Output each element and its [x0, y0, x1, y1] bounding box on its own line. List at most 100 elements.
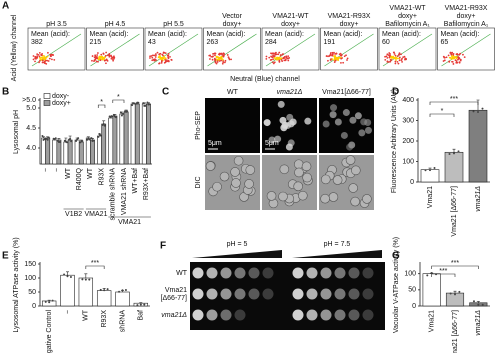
- scatter-dot: [393, 53, 396, 55]
- spot: [348, 288, 360, 300]
- cell: [287, 139, 295, 147]
- condition-label: pH = 5: [227, 241, 248, 248]
- scatter-dot: [227, 56, 230, 59]
- spot: [248, 267, 260, 279]
- cell: [244, 179, 254, 189]
- scatter-dot: [451, 60, 453, 63]
- y-tick-label: 50: [28, 289, 36, 296]
- y-axis-label: Acid (Yellow) channel: [11, 14, 18, 81]
- scatter-dot: [44, 56, 47, 59]
- panel-letter: G: [392, 251, 400, 262]
- cell: [302, 172, 312, 183]
- scatter-dot: [156, 51, 159, 54]
- scatter-dot: [112, 59, 115, 62]
- scatter-dot: [459, 58, 462, 61]
- scatter-dot: [338, 53, 341, 56]
- scatter-dot: [462, 53, 464, 56]
- stat-label: Mean (acid):: [207, 31, 246, 38]
- stat-value: 284: [265, 39, 277, 46]
- stat-label: Mean (acid):: [441, 31, 480, 38]
- scatter-dot: [340, 61, 342, 64]
- scatter-dot: [398, 53, 400, 56]
- scatter-dot: [215, 56, 218, 59]
- significance-bracket: [431, 265, 479, 269]
- scatter-dot: [154, 56, 157, 58]
- cell: [342, 109, 350, 117]
- scatter-dot: [386, 53, 389, 56]
- scatter-dot: [333, 55, 336, 58]
- scale-label: 5μm: [265, 140, 279, 147]
- panel-letter: E: [2, 251, 9, 262]
- x-tick-label: −: [54, 168, 61, 172]
- scatter-dot: [158, 62, 160, 65]
- scatter-dot: [458, 61, 461, 64]
- data-point: [454, 293, 456, 296]
- scatter-dot: [401, 57, 403, 60]
- axis-line: [39, 262, 150, 307]
- scatter-dot: [34, 57, 37, 60]
- bar: [90, 139, 95, 165]
- stat-value: 382: [31, 39, 43, 46]
- cell: [346, 143, 354, 151]
- scatter-dot: [217, 53, 220, 56]
- spot: [320, 288, 332, 300]
- cell: [332, 175, 343, 185]
- data-point: [119, 111, 122, 114]
- data-point: [66, 275, 69, 278]
- significance-bracket: [429, 101, 479, 105]
- spot: [234, 288, 246, 300]
- data-point: [88, 138, 91, 141]
- scatter-dot: [463, 56, 466, 59]
- data-point: [43, 138, 46, 141]
- spot: [306, 309, 318, 321]
- data-point: [121, 289, 124, 292]
- scatter-dot: [271, 61, 274, 64]
- data-point: [477, 303, 480, 306]
- bar: [63, 141, 69, 165]
- error-bar: [47, 299, 51, 301]
- scatter-dot: [153, 54, 156, 57]
- scatter-dot: [447, 54, 450, 57]
- plot-title: doxy+: [398, 13, 417, 20]
- scatter-dot: [384, 58, 387, 61]
- plot-title: Bafilomycin A₁: [444, 21, 489, 28]
- gate-line: [90, 33, 140, 67]
- scatter-dot: [273, 55, 276, 58]
- strain-label: Vma21: [165, 287, 187, 294]
- scatter-dot: [41, 61, 44, 64]
- scatter-dot: [270, 52, 272, 55]
- scatter-dot: [32, 58, 35, 61]
- bar: [101, 123, 107, 165]
- scatter-dot: [339, 54, 342, 57]
- x-tick-label: WT: [65, 167, 72, 179]
- scatter-dot: [209, 58, 211, 60]
- stat-label: Mean (acid):: [382, 31, 421, 38]
- scatter-dot: [110, 57, 113, 60]
- scatter-dot: [160, 59, 163, 62]
- y-axis-label: Vacuolar V-ATPase activity (%): [393, 237, 400, 333]
- scatter-dot: [94, 55, 97, 58]
- scatter-dot: [278, 56, 281, 59]
- cell: [286, 113, 294, 121]
- scatter-dot: [390, 59, 393, 61]
- scatter-dot: [34, 60, 36, 63]
- scatter-dot: [221, 58, 224, 61]
- x-tick-label: R93X: [98, 168, 105, 186]
- scatter-dot: [268, 56, 271, 59]
- scatter-dot: [456, 61, 459, 64]
- significance-label: *: [117, 94, 120, 101]
- scatter-dot: [277, 58, 280, 60]
- cell: [230, 167, 240, 177]
- scatter-dot: [453, 56, 455, 59]
- scatter-dot: [342, 61, 345, 64]
- scatter-dot: [331, 51, 334, 54]
- x-tick-label: −: [64, 310, 71, 314]
- scatter-dot: [167, 52, 170, 55]
- scatter-dot: [98, 58, 100, 61]
- scatter-dot: [272, 56, 274, 59]
- bar: [115, 291, 130, 307]
- scatter-dot: [108, 55, 111, 58]
- scatter-dot: [395, 56, 397, 59]
- scatter-dot: [452, 63, 455, 65]
- scatter-dot: [445, 56, 448, 59]
